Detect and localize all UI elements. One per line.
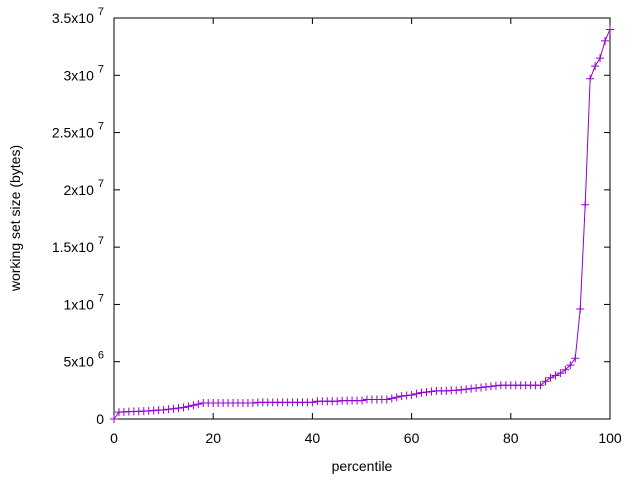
data-point: [402, 391, 411, 400]
data-point: [248, 398, 257, 407]
y-tick-exponent: 6: [98, 350, 104, 362]
data-point: [491, 381, 500, 390]
data-point: [541, 377, 550, 386]
x-axis-label: percentile: [332, 458, 393, 474]
y-tick-label: 3x10 7: [64, 63, 104, 83]
x-tick-label: 100: [598, 430, 622, 446]
data-point: [551, 371, 560, 380]
y-tick-base: 1x10: [64, 296, 95, 312]
data-point: [601, 36, 610, 45]
data-point: [586, 74, 595, 83]
data-point: [169, 404, 178, 413]
data-point: [358, 396, 366, 405]
data-point: [382, 395, 391, 404]
data-point: [472, 384, 481, 393]
data-point: [571, 354, 580, 363]
y-tick-label: 2.5x10 7: [52, 121, 104, 141]
y-tick-label: 1.5x10 7: [52, 235, 104, 255]
y-tick-base: 2.5x10: [52, 125, 94, 141]
data-point: [179, 403, 188, 412]
data-point: [422, 388, 431, 397]
y-tick-exponent: 7: [98, 121, 104, 133]
y-tick-label: 2x10 7: [64, 178, 104, 198]
data-line: [113, 29, 611, 420]
data-point: [427, 387, 436, 396]
data-point: [164, 405, 173, 414]
data-point: [566, 361, 575, 370]
y-tick-exponent: 7: [98, 235, 104, 247]
plot-border: [113, 17, 611, 420]
data-point: [581, 200, 590, 209]
y-tick-exponent: 7: [98, 6, 104, 18]
data-point: [606, 25, 614, 34]
data-point: [486, 382, 495, 391]
y-tick-base: 3.5x10: [52, 10, 94, 26]
data-point: [392, 393, 401, 402]
data-point: [174, 404, 183, 413]
data-point: [467, 384, 476, 393]
y-tick-exponent: 7: [98, 63, 104, 75]
data-point: [457, 385, 466, 394]
data-point: [452, 386, 461, 395]
data-point: [591, 62, 600, 71]
data-point: [546, 373, 555, 382]
y-axis-label: working set size (bytes): [7, 145, 23, 292]
data-point: [189, 401, 198, 410]
x-tick-label: 80: [503, 430, 519, 446]
data-point: [387, 394, 396, 403]
data-point: [442, 386, 451, 395]
data-point: [417, 388, 426, 397]
x-tick-label: 0: [110, 430, 118, 446]
y-tick-base: 1.5x10: [52, 239, 94, 255]
data-point: [412, 389, 421, 398]
x-tick-label: 40: [305, 430, 321, 446]
data-point: [556, 369, 565, 378]
y-tick-label: 0: [96, 411, 104, 427]
data-point: [536, 381, 545, 390]
x-tick-label: 60: [404, 430, 420, 446]
data-point: [308, 398, 317, 407]
y-tick-label: 5x10 6: [64, 350, 104, 370]
y-tick-exponent: 7: [98, 292, 104, 304]
data-point: [110, 415, 118, 423]
x-tick-label: 20: [205, 430, 221, 446]
y-tick-label: 1x10 7: [64, 292, 104, 312]
data-point: [561, 365, 570, 374]
data-point: [333, 397, 342, 406]
data-point: [194, 400, 203, 409]
y-tick-exponent: 7: [98, 178, 104, 190]
y-tick-base: 5x10: [64, 354, 95, 370]
data-point: [462, 385, 471, 394]
data-point: [407, 390, 416, 399]
data-point: [576, 305, 585, 314]
data-point: [184, 402, 193, 411]
data-point: [159, 405, 168, 414]
y-tick-base: 2x10: [64, 182, 95, 198]
data-point: [596, 54, 605, 63]
data-point: [482, 382, 490, 391]
y-tick-base: 3x10: [64, 67, 95, 83]
data-point: [397, 392, 406, 401]
data-point: [477, 383, 486, 392]
y-tick-label: 3.5x10 7: [52, 6, 104, 26]
